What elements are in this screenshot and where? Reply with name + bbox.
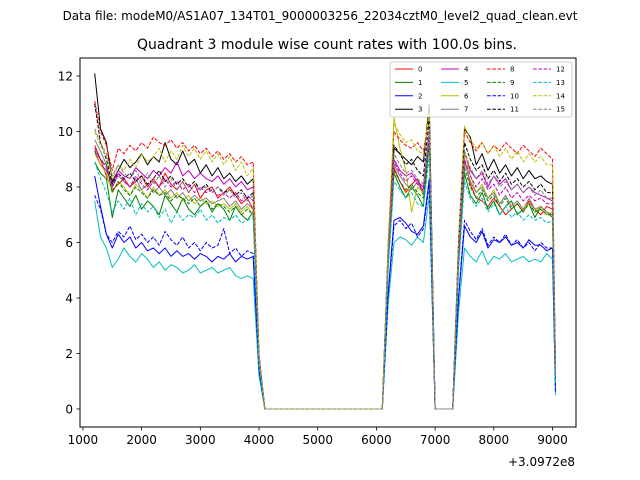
x-tick-label: 2000: [126, 433, 157, 447]
legend-label-3: 3: [418, 106, 422, 114]
x-tick-label: 6000: [361, 433, 392, 447]
y-tick-label: 0: [65, 402, 73, 416]
legend-label-12: 12: [556, 66, 565, 74]
legend-label-9: 9: [510, 79, 514, 87]
x-tick-label: 1000: [68, 433, 99, 447]
x-tick-label: 3000: [185, 433, 216, 447]
legend-label-11: 11: [510, 106, 519, 114]
series-line-15: [94, 128, 556, 410]
y-tick-label: 8: [65, 181, 73, 195]
y-tick-label: 10: [58, 125, 73, 139]
x-tick-label: 9000: [537, 433, 568, 447]
legend-label-14: 14: [556, 92, 565, 100]
legend-label-1: 1: [418, 79, 422, 87]
x-axis: 1000 2000 3000 4000 5000 6000 7000 8000 9000: [68, 427, 568, 447]
legend-label-0: 0: [418, 66, 422, 74]
x-axis-offset-label: +3.0972e8: [508, 455, 575, 469]
figure-suptitle: Data file: modeM0/AS1A07_134T01_90000032…: [63, 9, 578, 23]
chart-title: Quadrant 3 module wise count rates with …: [137, 37, 517, 53]
x-tick-label: 4000: [244, 433, 275, 447]
legend-label-4: 4: [464, 66, 469, 74]
y-tick-label: 12: [58, 70, 73, 84]
x-tick-label: 8000: [479, 433, 510, 447]
legend-label-6: 6: [464, 92, 469, 100]
x-tick-label: 5000: [302, 433, 333, 447]
legend-label-10: 10: [510, 92, 519, 100]
y-tick-label: 4: [65, 291, 73, 305]
legend-box: [389, 61, 573, 118]
x-tick-label: 7000: [420, 433, 451, 447]
legend-label-2: 2: [418, 92, 422, 100]
series-line-14: [94, 111, 556, 410]
plot-frame: [79, 57, 577, 428]
plot-lines: [94, 73, 556, 410]
y-tick-label: 2: [65, 347, 73, 361]
legend-label-8: 8: [510, 66, 514, 74]
legend-label-13: 13: [556, 79, 565, 87]
legend-label-15: 15: [556, 106, 565, 114]
legend-label-7: 7: [464, 106, 468, 114]
series-line-10: [94, 183, 556, 410]
y-axis: 0 2 4 6 8 10 12: [58, 70, 80, 416]
legend-label-5: 5: [464, 79, 468, 87]
y-tick-label: 6: [65, 236, 73, 250]
